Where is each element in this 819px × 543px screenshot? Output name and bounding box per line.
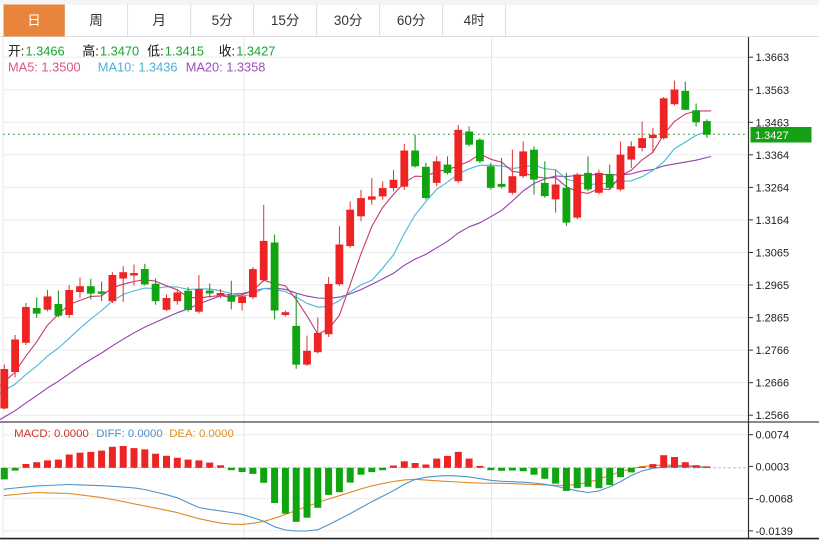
svg-text:1.3065: 1.3065	[756, 248, 790, 260]
svg-text:60分: 60分	[397, 13, 426, 28]
svg-text:1.3563: 1.3563	[756, 85, 790, 97]
svg-text:1.2566: 1.2566	[756, 410, 790, 422]
svg-text:1.3364: 1.3364	[756, 150, 790, 162]
svg-text:1.3264: 1.3264	[756, 182, 790, 194]
svg-text:15分: 15分	[271, 13, 300, 28]
svg-text:周: 周	[89, 13, 103, 28]
svg-text:1.3463: 1.3463	[756, 117, 790, 129]
svg-text:-0.0139: -0.0139	[756, 526, 793, 538]
svg-text:1.2865: 1.2865	[756, 313, 790, 325]
svg-text:30分: 30分	[334, 13, 363, 28]
svg-text:1.2666: 1.2666	[756, 378, 790, 390]
svg-text:1.2965: 1.2965	[756, 280, 790, 292]
svg-text:1.3663: 1.3663	[756, 52, 790, 64]
svg-text:4时: 4时	[464, 13, 485, 28]
svg-text:1.2766: 1.2766	[756, 345, 790, 357]
svg-text:日: 日	[27, 13, 41, 28]
svg-text:0.0003: 0.0003	[756, 461, 790, 473]
svg-text:5分: 5分	[212, 13, 233, 28]
svg-text:1.3427: 1.3427	[755, 130, 789, 142]
svg-text:-0.0068: -0.0068	[756, 494, 793, 506]
svg-text:月: 月	[152, 13, 166, 28]
svg-text:0.0074: 0.0074	[756, 430, 790, 442]
svg-text:1.3164: 1.3164	[756, 215, 790, 227]
